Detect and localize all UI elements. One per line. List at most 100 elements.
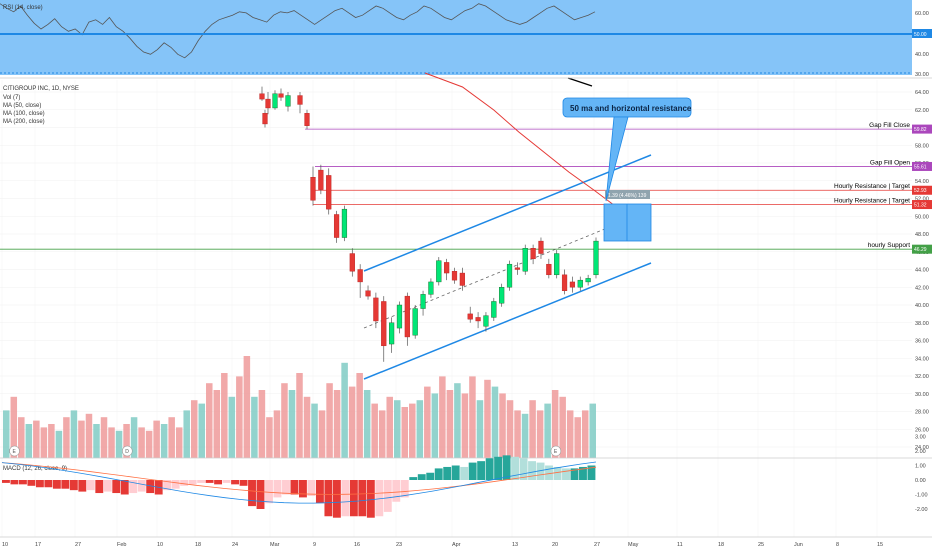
volume-bar [393,400,401,458]
volume-bar [288,390,296,458]
volume-bar [175,427,183,458]
macd-bar [2,480,10,483]
volume-bar [258,390,266,458]
volume-bar [386,396,393,458]
macd-bar [341,480,350,517]
time-axis-label: 17 [35,542,41,548]
level-tag [912,124,932,134]
rsi-band [0,0,912,75]
volume-bar [33,420,40,458]
candle-body [593,240,599,276]
price-tick: 52.00 [915,197,929,203]
macd-bar [443,466,452,480]
earnings-marker-text: E [13,449,17,455]
time-axis-label: 24 [232,542,238,548]
level-tag-text: 55.61 [914,164,927,170]
volume-bar [341,362,348,458]
macd-bar [511,456,520,480]
candle-body [365,290,371,297]
volume-bar [371,403,378,458]
volume-bar [551,390,559,458]
volume-bar [243,356,251,458]
measure-box[interactable] [603,203,652,242]
volume-bar [18,417,25,458]
candlesticks [259,86,599,362]
volume-bar [296,373,303,458]
volume-bar [559,396,566,458]
candle-body [404,295,410,338]
price-tick: 50.00 [915,214,929,220]
macd-bar [562,468,570,480]
ma-line [424,72,613,205]
candle-body [577,279,583,288]
level-label: hourly Support [868,242,910,249]
macd-bar [52,480,61,489]
horizontal-levels[interactable]: Gap Fill Close Gap Fill Open Hourly Resist… [0,122,912,250]
level-label: Hourly Resistance | Target [834,198,910,205]
volume-bar [409,403,416,458]
macd-histogram [2,455,596,518]
channel-upper-line[interactable] [363,154,652,272]
macd-bar [214,480,223,485]
legend-ma100: MA (100, close) [3,111,45,117]
earnings-marker[interactable] [9,445,20,457]
price-tick: 42.00 [915,285,929,291]
level-tag-text: 59.82 [914,127,927,133]
macd-bar [375,480,384,517]
price-tick: 36.00 [915,339,929,345]
macd-bar [171,480,180,489]
time-axis-label: Apr [452,542,461,548]
candle-body [436,260,442,283]
macd-bar [163,480,172,491]
time-axis[interactable]: 10 17 27 Feb 10 18 24 Mar 9 16 23 Apr 13 20 27 May 11 18 2… [2,542,883,548]
macd-bar [409,477,418,480]
time-axis-label: May [628,542,639,548]
volume-bar [55,430,63,458]
macd-bar [502,455,511,480]
time-axis-label: 27 [75,542,81,548]
volume-bar [221,373,228,458]
price-tick: 38.00 [915,321,929,327]
channel-mid-line[interactable] [363,209,652,329]
volume-bar [401,407,409,458]
channel-lower-line[interactable] [363,262,652,380]
candle-body [491,301,497,318]
rsi-tick: 40.00 [915,52,929,58]
macd-bar [528,461,536,480]
candle-body [285,95,291,107]
price-axis: 64.0062.0060.0058.0056.0054.0052.0050.00… [915,90,929,451]
time-axis-label: Feb [117,542,126,548]
volume-bar [100,417,108,458]
candle-body [262,113,268,125]
time-axis-label: Jun [794,542,803,548]
price-tick: 54.00 [915,179,929,185]
level-label: Gap Fill Close [869,122,910,129]
candle-body [396,304,403,329]
level-tag-text: 52.93 [914,188,927,194]
macd-bar [366,480,375,518]
macd-tick: 3.00 [915,435,926,441]
macd-bar [273,480,282,498]
volume-bar [581,410,589,458]
macd-bar [10,480,19,485]
rsi-label: RSI (14, close) [3,5,43,11]
candle-body [467,313,473,320]
rsi-tick: 60.00 [915,11,929,17]
earnings-marker[interactable] [122,445,133,457]
price-tick: 34.00 [915,356,929,362]
candle-body [278,93,284,98]
candle-body [428,281,434,295]
volume-bar [416,400,424,458]
volume-bar [333,390,341,458]
time-axis-label: 16 [354,542,360,548]
price-tick: 44.00 [915,268,929,274]
macd-bar [120,480,129,495]
macd-bar [460,466,469,480]
macd-bar [519,458,528,480]
earnings-marker[interactable] [550,445,562,457]
price-tick: 48.00 [915,232,929,238]
volume-bar [93,424,100,458]
macd-bar [349,480,358,517]
